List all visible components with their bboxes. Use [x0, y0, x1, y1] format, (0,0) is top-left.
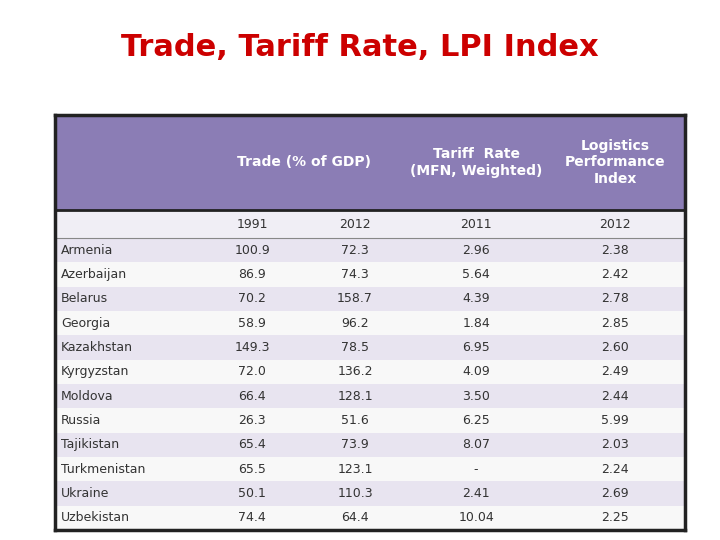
Text: 2.03: 2.03 — [601, 438, 629, 451]
Text: 2.44: 2.44 — [601, 390, 629, 403]
Bar — [55, 408, 685, 433]
Text: Tariff  Rate
(MFN, Weighted): Tariff Rate (MFN, Weighted) — [410, 147, 542, 178]
Text: 26.3: 26.3 — [238, 414, 266, 427]
Text: 4.09: 4.09 — [462, 366, 490, 379]
Text: 2012: 2012 — [339, 218, 371, 231]
Text: Russia: Russia — [61, 414, 102, 427]
Text: Ukraine: Ukraine — [61, 487, 109, 500]
Text: 136.2: 136.2 — [338, 366, 373, 379]
Text: 2.38: 2.38 — [601, 244, 629, 256]
Text: 6.25: 6.25 — [462, 414, 490, 427]
Text: 128.1: 128.1 — [337, 390, 373, 403]
Text: 10.04: 10.04 — [458, 511, 494, 524]
Text: Armenia: Armenia — [61, 244, 113, 256]
Text: 5.64: 5.64 — [462, 268, 490, 281]
Text: 86.9: 86.9 — [238, 268, 266, 281]
Text: 65.4: 65.4 — [238, 438, 266, 451]
Text: 50.1: 50.1 — [238, 487, 266, 500]
Text: Trade (% of GDP): Trade (% of GDP) — [237, 156, 371, 170]
Text: Uzbekistan: Uzbekistan — [61, 511, 130, 524]
Text: 2.41: 2.41 — [462, 487, 490, 500]
Text: 2.25: 2.25 — [601, 511, 629, 524]
Text: 2.60: 2.60 — [601, 341, 629, 354]
Bar — [55, 384, 685, 408]
Text: 74.3: 74.3 — [341, 268, 369, 281]
Bar — [55, 287, 685, 311]
Text: 5.99: 5.99 — [601, 414, 629, 427]
Text: 1.84: 1.84 — [462, 316, 490, 329]
Text: 2011: 2011 — [460, 218, 492, 231]
Bar — [55, 262, 685, 287]
Text: 2.78: 2.78 — [601, 292, 629, 305]
Text: Belarus: Belarus — [61, 292, 108, 305]
Text: 3.50: 3.50 — [462, 390, 490, 403]
Bar — [55, 457, 685, 481]
Bar — [55, 505, 685, 530]
Text: 96.2: 96.2 — [341, 316, 369, 329]
Text: Logistics
Performance
Index: Logistics Performance Index — [565, 139, 666, 186]
Text: 149.3: 149.3 — [235, 341, 270, 354]
Text: Kazakhstan: Kazakhstan — [61, 341, 133, 354]
Text: Kyrgyzstan: Kyrgyzstan — [61, 366, 130, 379]
Text: 2.42: 2.42 — [601, 268, 629, 281]
Text: 65.5: 65.5 — [238, 463, 266, 476]
Text: 110.3: 110.3 — [337, 487, 373, 500]
Bar — [55, 238, 685, 262]
Text: 72.0: 72.0 — [238, 366, 266, 379]
Text: Trade, Tariff Rate, LPI Index: Trade, Tariff Rate, LPI Index — [121, 33, 599, 63]
Text: Turkmenistan: Turkmenistan — [61, 463, 145, 476]
Text: 100.9: 100.9 — [235, 244, 270, 256]
Text: 1991: 1991 — [237, 218, 268, 231]
Text: 6.95: 6.95 — [462, 341, 490, 354]
Text: 70.2: 70.2 — [238, 292, 266, 305]
Text: Moldova: Moldova — [61, 390, 114, 403]
Bar — [55, 481, 685, 505]
Text: Georgia: Georgia — [61, 316, 110, 329]
Bar — [55, 433, 685, 457]
Text: 74.4: 74.4 — [238, 511, 266, 524]
Bar — [55, 360, 685, 384]
Bar — [55, 115, 685, 210]
Text: 2012: 2012 — [600, 218, 631, 231]
Text: 66.4: 66.4 — [238, 390, 266, 403]
Text: -: - — [474, 463, 478, 476]
Text: 123.1: 123.1 — [338, 463, 373, 476]
Text: 2.69: 2.69 — [601, 487, 629, 500]
Text: 2.85: 2.85 — [601, 316, 629, 329]
Text: 8.07: 8.07 — [462, 438, 490, 451]
Text: 73.9: 73.9 — [341, 438, 369, 451]
Text: Azerbaijan: Azerbaijan — [61, 268, 127, 281]
Text: 2.96: 2.96 — [462, 244, 490, 256]
Text: 64.4: 64.4 — [341, 511, 369, 524]
Bar — [55, 210, 685, 238]
Text: 2.49: 2.49 — [601, 366, 629, 379]
Text: 51.6: 51.6 — [341, 414, 369, 427]
Bar — [55, 311, 685, 335]
Text: 2.24: 2.24 — [601, 463, 629, 476]
Text: 4.39: 4.39 — [462, 292, 490, 305]
Text: 158.7: 158.7 — [337, 292, 373, 305]
Text: 78.5: 78.5 — [341, 341, 369, 354]
Text: Tajikistan: Tajikistan — [61, 438, 119, 451]
Text: 58.9: 58.9 — [238, 316, 266, 329]
Text: 72.3: 72.3 — [341, 244, 369, 256]
Bar — [55, 335, 685, 360]
